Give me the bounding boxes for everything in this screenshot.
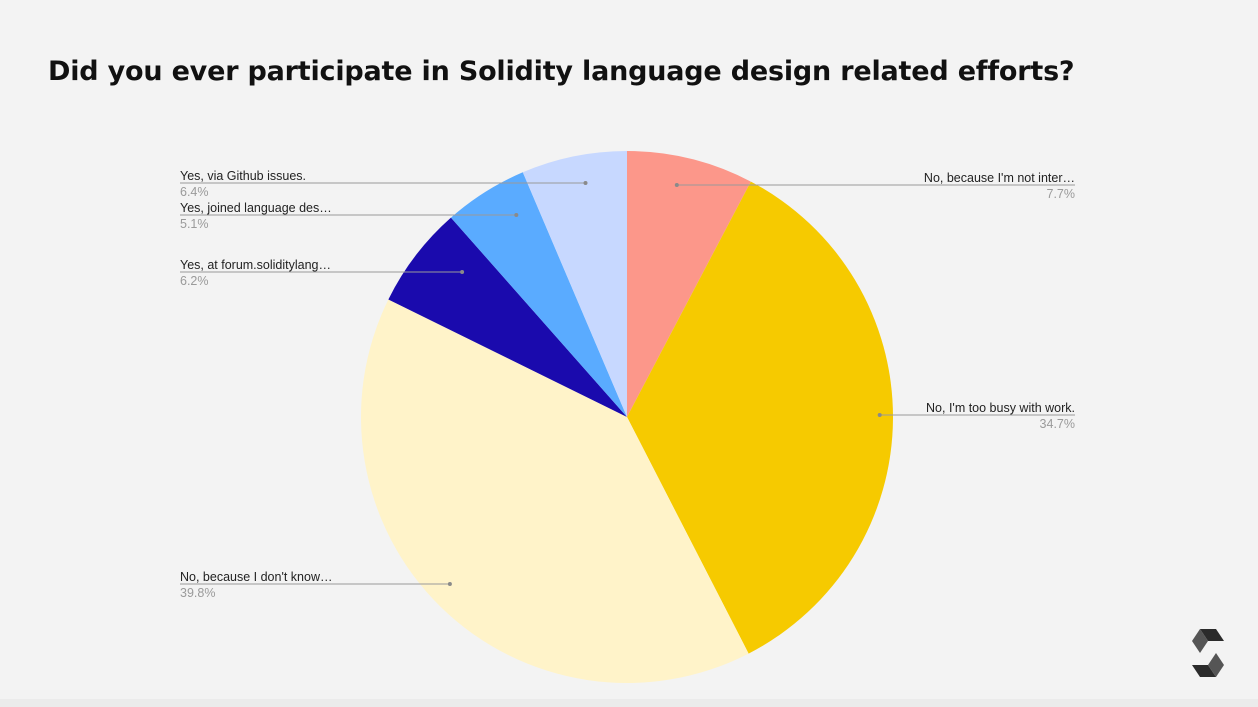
slice-percent: 34.7% — [1040, 417, 1075, 431]
pie-slice — [627, 151, 751, 417]
slice-percent: 7.7% — [1047, 187, 1076, 201]
slice-label: No, I'm too busy with work. — [926, 401, 1075, 415]
slice-percent: 39.8% — [180, 586, 215, 600]
pie-slice — [522, 151, 627, 417]
leader-dot — [877, 413, 882, 417]
slice-label: Yes, joined language des… — [180, 201, 332, 215]
slice-percent: 6.4% — [180, 185, 209, 199]
slice-label: No, because I don't know… — [180, 570, 332, 584]
slice-label: No, because I'm not inter… — [924, 171, 1075, 185]
pie-slice — [360, 299, 749, 684]
slice-label: Yes, via Github issues. — [180, 169, 306, 183]
bottom-band — [0, 699, 1258, 707]
leader-dot — [447, 582, 452, 586]
slide-title: Did you ever participate in Solidity lan… — [48, 56, 1075, 87]
leader-dot — [674, 183, 679, 187]
leader-dot — [514, 213, 519, 217]
slice-percent: 6.2% — [180, 274, 209, 288]
pie-slice — [627, 181, 893, 654]
logo-facet — [1192, 629, 1208, 653]
pie-slice — [388, 217, 627, 417]
leader-dot — [460, 270, 465, 274]
solidity-logo-icon — [1192, 629, 1224, 677]
leader-dot — [583, 181, 588, 185]
slice-label: Yes, at forum.soliditylang… — [180, 258, 331, 272]
pie-slice — [450, 172, 627, 417]
slice-percent: 5.1% — [180, 217, 209, 231]
logo-facet — [1208, 653, 1224, 677]
